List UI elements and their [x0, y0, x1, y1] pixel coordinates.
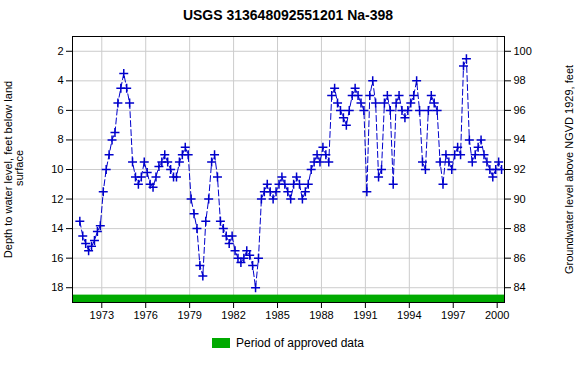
svg-text:Depth to water level, feet bel: Depth to water level, feet below land su…: [2, 81, 25, 258]
svg-text:98: 98: [514, 74, 526, 86]
svg-text:6: 6: [57, 104, 63, 116]
svg-text:2000: 2000: [485, 309, 509, 321]
svg-text:96: 96: [514, 104, 526, 116]
svg-text:1985: 1985: [265, 309, 289, 321]
svg-text:88: 88: [514, 222, 526, 234]
svg-text:1991: 1991: [353, 309, 377, 321]
svg-text:10: 10: [51, 163, 63, 175]
svg-text:1994: 1994: [397, 309, 421, 321]
svg-text:14: 14: [51, 222, 63, 234]
html-text:USGS 313648092551201 Na-398: USGS 313648092551201 Na-398: [182, 7, 394, 23]
svg-text:100: 100: [514, 45, 532, 57]
svg-text:92: 92: [514, 163, 526, 175]
html-text:Period of approved data: Period of approved data: [236, 336, 364, 350]
svg-text:2: 2: [57, 45, 63, 57]
svg-text:8: 8: [57, 133, 63, 145]
svg-text:84: 84: [514, 281, 526, 293]
svg-text:18: 18: [51, 281, 63, 293]
svg-text:1982: 1982: [221, 309, 245, 321]
svg-text:90: 90: [514, 193, 526, 205]
svg-text:Groundwater level above NGVD 1: Groundwater level above NGVD 1929, feet: [563, 65, 575, 274]
svg-text:94: 94: [514, 133, 526, 145]
svg-text:86: 86: [514, 252, 526, 264]
svg-text:12: 12: [51, 193, 63, 205]
svg-text:1979: 1979: [177, 309, 201, 321]
svg-text:16: 16: [51, 252, 63, 264]
svg-text:4: 4: [57, 74, 63, 86]
svg-text:1973: 1973: [90, 309, 114, 321]
svg-text:1988: 1988: [309, 309, 333, 321]
svg-text:1997: 1997: [441, 309, 465, 321]
svg-text:1976: 1976: [133, 309, 157, 321]
